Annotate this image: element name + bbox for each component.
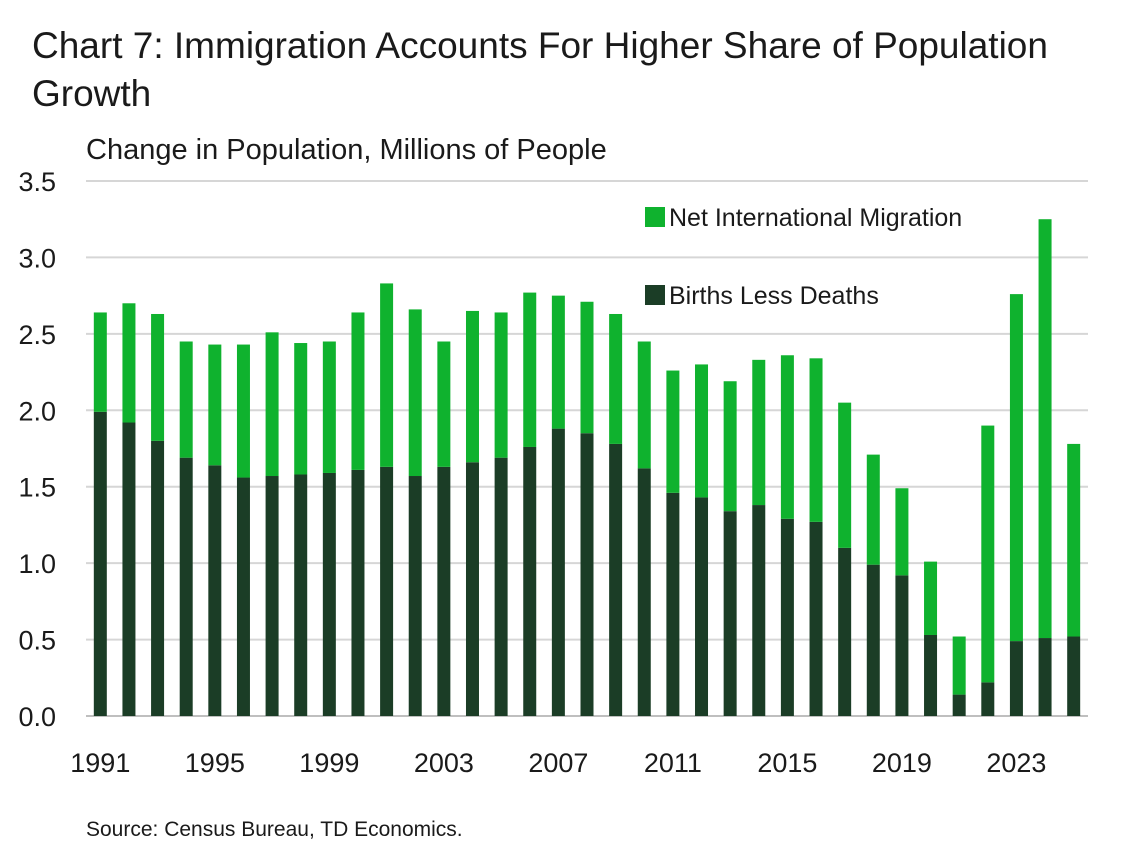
bar-births-less-deaths-1996 <box>236 477 250 716</box>
bar-births-less-deaths-1997 <box>265 476 279 716</box>
bar-births-less-deaths-2015 <box>780 518 794 716</box>
bar-net-international-migration-2010 <box>637 341 651 469</box>
bar-net-international-migration-2016 <box>809 358 823 522</box>
x-tick-label: 2007 <box>528 748 588 778</box>
bar-net-international-migration-2004 <box>465 310 479 463</box>
legend: Net International Migration Births Less D… <box>645 204 962 310</box>
bar-net-international-migration-2002 <box>408 309 422 477</box>
bar-net-international-migration-2012 <box>695 364 709 498</box>
bar-births-less-deaths-2014 <box>752 505 766 716</box>
x-axis: 1991 1995 1999 2003 2007 2011 2015 2019 2023 <box>70 748 1046 778</box>
y-tick-label: 3.5 <box>18 167 56 197</box>
legend-swatch <box>645 207 665 227</box>
bar-births-less-deaths-1999 <box>322 472 336 716</box>
bar-net-international-migration-2025 <box>1067 443 1081 637</box>
chart-subtitle: Change in Population, Millions of People <box>86 134 607 166</box>
y-tick-label: 0.5 <box>18 626 56 656</box>
bar-net-international-migration-2001 <box>380 283 394 467</box>
bar-net-international-migration-1995 <box>208 344 222 466</box>
bar-net-international-migration-2014 <box>752 359 766 506</box>
bar-net-international-migration-1999 <box>322 341 336 473</box>
bar-births-less-deaths-2003 <box>437 466 451 716</box>
y-axis: 0.0 0.5 1.0 1.5 2.0 2.5 3.0 3.5 <box>18 167 56 732</box>
bar-births-less-deaths-2008 <box>580 433 594 716</box>
bar-births-less-deaths-2004 <box>465 462 479 716</box>
y-tick-label: 1.0 <box>18 549 56 579</box>
bar-births-less-deaths-2005 <box>494 457 508 716</box>
bar-births-less-deaths-2013 <box>723 511 737 716</box>
bar-births-less-deaths-1992 <box>122 422 136 716</box>
y-tick-label: 1.5 <box>18 473 56 503</box>
bar-net-international-migration-1998 <box>294 343 308 475</box>
bar-net-international-migration-2023 <box>1009 294 1023 642</box>
x-tick-label: 1999 <box>299 748 359 778</box>
bar-net-international-migration-2024 <box>1038 219 1052 639</box>
bar-births-less-deaths-2016 <box>809 521 823 716</box>
bar-births-less-deaths-1995 <box>208 465 222 716</box>
x-tick-label: 2011 <box>644 748 702 778</box>
bar-births-less-deaths-2022 <box>981 682 995 716</box>
bar-net-international-migration-2005 <box>494 312 508 458</box>
bars <box>93 219 1081 716</box>
bar-net-international-migration-2017 <box>838 402 852 548</box>
bar-net-international-migration-2020 <box>924 561 938 635</box>
x-tick-label: 2019 <box>872 748 932 778</box>
bar-net-international-migration-1991 <box>93 312 107 412</box>
bar-births-less-deaths-2018 <box>866 564 880 716</box>
y-tick-label: 2.5 <box>18 320 56 350</box>
chart-title: Chart 7: Immigration Accounts For Higher… <box>32 25 1048 114</box>
bar-births-less-deaths-2019 <box>895 575 909 716</box>
bar-births-less-deaths-2023 <box>1009 641 1023 716</box>
bar-births-less-deaths-2010 <box>637 468 651 716</box>
bar-births-less-deaths-1993 <box>151 440 165 716</box>
bar-births-less-deaths-2020 <box>924 634 938 716</box>
x-tick-label: 2003 <box>414 748 474 778</box>
bar-births-less-deaths-2006 <box>523 446 537 716</box>
bar-net-international-migration-2007 <box>551 295 565 429</box>
bar-net-international-migration-2009 <box>609 313 623 444</box>
bar-births-less-deaths-2021 <box>952 694 966 716</box>
y-tick-label: 2.0 <box>18 396 56 426</box>
bar-births-less-deaths-2017 <box>838 547 852 716</box>
bar-net-international-migration-1996 <box>236 344 250 478</box>
x-tick-label: 1991 <box>70 748 130 778</box>
bar-births-less-deaths-1998 <box>294 474 308 716</box>
bar-births-less-deaths-2007 <box>551 428 565 716</box>
bar-net-international-migration-1997 <box>265 332 279 477</box>
bar-net-international-migration-2008 <box>580 301 594 434</box>
bar-births-less-deaths-2011 <box>666 492 680 716</box>
bar-births-less-deaths-1991 <box>93 411 107 716</box>
bar-net-international-migration-2021 <box>952 636 966 695</box>
x-tick-label: 2023 <box>986 748 1046 778</box>
bar-net-international-migration-2006 <box>523 292 537 447</box>
bar-births-less-deaths-2025 <box>1067 636 1081 716</box>
source-note: Source: Census Bureau, TD Economics. <box>86 818 463 841</box>
x-tick-label: 1995 <box>185 748 245 778</box>
bar-net-international-migration-2018 <box>866 454 880 565</box>
bar-net-international-migration-1992 <box>122 303 136 423</box>
bar-net-international-migration-2015 <box>780 355 794 519</box>
bar-net-international-migration-1993 <box>151 313 165 441</box>
bar-net-international-migration-1994 <box>179 341 193 458</box>
bar-net-international-migration-2013 <box>723 381 737 512</box>
bar-net-international-migration-2019 <box>895 488 909 576</box>
bar-births-less-deaths-2002 <box>408 476 422 716</box>
bar-net-international-migration-2011 <box>666 370 680 493</box>
bar-births-less-deaths-1994 <box>179 457 193 716</box>
y-tick-label: 0.0 <box>18 702 56 732</box>
bar-births-less-deaths-2001 <box>380 466 394 716</box>
legend-swatch <box>645 285 665 305</box>
bar-births-less-deaths-2012 <box>695 497 709 716</box>
bar-births-less-deaths-2009 <box>609 443 623 716</box>
legend-label: Births Less Deaths <box>669 282 879 310</box>
y-tick-label: 3.0 <box>18 243 56 273</box>
bar-net-international-migration-2000 <box>351 312 365 470</box>
bar-births-less-deaths-2000 <box>351 469 365 716</box>
legend-label: Net International Migration <box>669 204 962 232</box>
bar-net-international-migration-2003 <box>437 341 451 467</box>
x-tick-label: 2015 <box>757 748 817 778</box>
bar-births-less-deaths-2024 <box>1038 638 1052 716</box>
bar-net-international-migration-2022 <box>981 425 995 683</box>
